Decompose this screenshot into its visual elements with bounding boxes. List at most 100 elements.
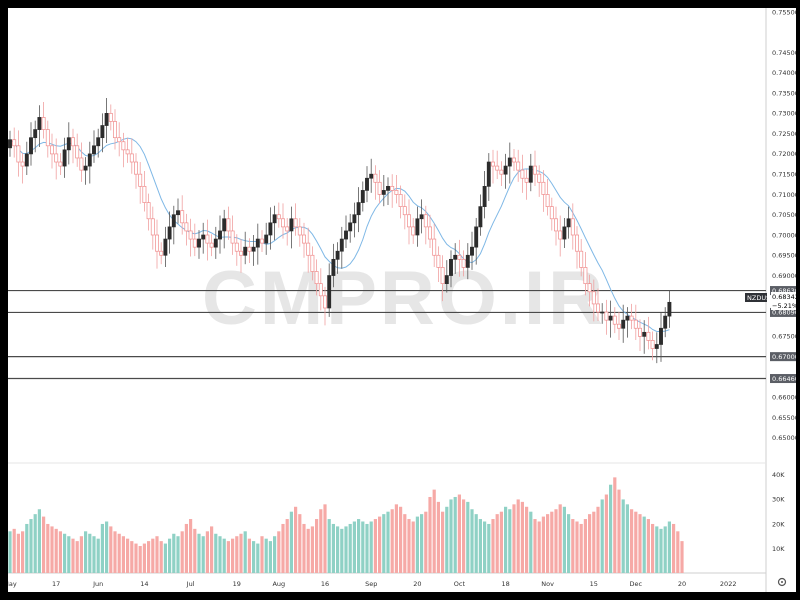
candle-body	[272, 214, 277, 224]
time-tick-label: 19	[233, 580, 241, 588]
volume-bar	[315, 519, 319, 573]
candle-body	[562, 226, 567, 240]
candle-body	[276, 214, 281, 220]
candle	[528, 153, 533, 192]
candle-body	[100, 125, 105, 139]
volume-bar	[264, 538, 268, 573]
volume-bar	[415, 516, 419, 573]
candle-body	[596, 303, 600, 313]
volume-bar	[592, 511, 596, 573]
volume-bar	[277, 531, 281, 573]
volume-bar	[75, 541, 79, 573]
candle	[402, 194, 407, 230]
candle-body	[579, 250, 584, 268]
candle-body	[184, 222, 189, 232]
settings-icon[interactable]	[777, 577, 787, 587]
candle-body	[213, 238, 218, 248]
candle-body	[247, 246, 252, 252]
candle	[226, 206, 231, 240]
volume-bar	[340, 528, 344, 573]
candle-body	[129, 153, 134, 163]
volume-bar	[142, 543, 146, 573]
candle	[121, 132, 126, 168]
volume-bar	[373, 519, 377, 573]
candle-body	[83, 165, 88, 171]
candle-body	[79, 157, 84, 171]
candle-body	[92, 145, 96, 155]
volume-bar	[218, 536, 222, 573]
candle	[289, 206, 294, 249]
volume-bar	[298, 514, 302, 573]
candle-body	[617, 323, 621, 329]
candle-body	[218, 230, 222, 240]
volume-bar	[327, 519, 331, 573]
time-tick-label: 17	[52, 580, 60, 588]
candle	[247, 238, 252, 263]
candle	[197, 230, 201, 259]
volume-bar	[42, 516, 46, 573]
volume-bar	[365, 523, 369, 573]
volume-bar	[487, 523, 491, 573]
candle-body	[318, 283, 323, 297]
candle-body	[121, 141, 126, 151]
candle-body	[281, 218, 285, 228]
candle-body	[528, 165, 533, 183]
volume-bar	[529, 511, 533, 573]
candle	[587, 274, 592, 307]
candle-body	[537, 173, 542, 183]
candle-body	[533, 165, 537, 175]
candle	[113, 109, 117, 150]
volume-bar	[214, 533, 218, 573]
candle-body	[474, 226, 479, 248]
candle-body	[575, 234, 579, 252]
level-tag	[770, 307, 796, 317]
candle	[92, 130, 96, 163]
volume-bar	[281, 523, 285, 573]
volume-bar	[63, 533, 67, 573]
candle	[222, 209, 227, 249]
time-tick-label: 14	[140, 580, 148, 588]
volume-bar	[79, 536, 83, 573]
candle	[432, 223, 437, 268]
volume-bar	[583, 519, 587, 573]
volume-bar	[92, 536, 96, 573]
candle-body	[549, 206, 554, 220]
symbol-label: NZDUSD	[747, 294, 775, 302]
candle-body	[255, 238, 260, 248]
volume-bar	[176, 536, 180, 573]
candle	[230, 215, 235, 255]
candle	[310, 246, 315, 281]
candle-body	[507, 157, 512, 167]
volume-bar	[239, 533, 243, 573]
candle	[302, 222, 306, 258]
volume-bar	[558, 504, 562, 573]
level-tag	[770, 352, 796, 362]
volume-bar	[294, 506, 298, 573]
candle	[470, 231, 474, 270]
volume-bar	[361, 521, 365, 573]
candle-body	[71, 137, 75, 147]
candle-body	[87, 153, 92, 167]
time-tick-label: Sep	[365, 580, 377, 588]
candle-body	[659, 327, 663, 345]
candle-body	[633, 319, 638, 329]
candle	[633, 304, 638, 341]
volume-bar	[478, 519, 482, 573]
candle-body	[323, 295, 327, 309]
candle	[281, 203, 285, 239]
candle	[104, 97, 109, 143]
candle-body	[612, 315, 617, 325]
candle	[33, 120, 38, 153]
candle	[108, 104, 113, 131]
volume-bar	[462, 499, 466, 573]
candle	[591, 279, 596, 322]
candle	[16, 130, 21, 177]
time-tick-label: 18	[501, 580, 509, 588]
candle-body	[239, 250, 243, 256]
candle-body	[629, 315, 634, 321]
time-tick-label: Dec	[630, 580, 643, 588]
